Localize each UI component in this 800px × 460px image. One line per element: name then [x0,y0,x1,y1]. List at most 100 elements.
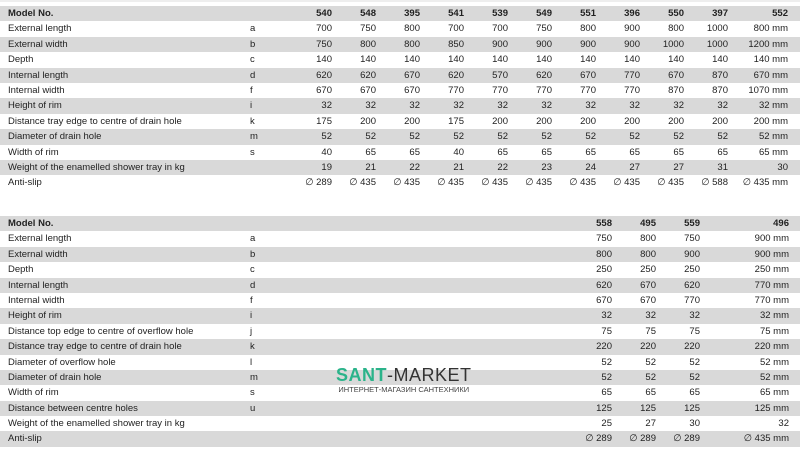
cell-value: 52 mm [759,371,789,383]
cell-value: 52 [497,131,508,143]
table-row: External width b 800 800 900 900 mm [0,246,800,263]
cell-value: 65 [585,146,596,158]
cell-value: 65 mm [758,146,788,158]
cell-value: 250 mm [754,264,789,276]
cell-value: ∅ 289 [585,433,612,445]
cell-value: 175 [316,115,332,127]
cell-value: 250 [640,264,656,276]
table-row: Weight of the enamelled shower tray in k… [0,416,800,431]
table-row: Weight of the enamelled shower tray in k… [0,159,800,176]
table-header-row: Model No. 540 548 395 541 539 549 551 396 550 397 5… [0,6,800,22]
cell-value: 200 [624,115,640,127]
row-letter [250,160,290,175]
table-row: Distance tray edge to centre of drain ho… [0,339,800,355]
cell-value: 32 mm [758,100,788,112]
row-letter: k [250,115,255,127]
cell-value: ∅ 435 [437,177,464,189]
cell-value: 32 [541,100,552,112]
cell-value: 65 [601,387,612,399]
cell-value: 140 mm [753,54,788,66]
cell-value: 870 [712,84,728,96]
table-row: External length a 700 750 800 700 700 750 800 900… [0,21,800,36]
model-number: 551 [580,8,596,19]
cell-value: 40 [453,146,464,158]
cell-value: 770 [580,84,596,96]
cell-value: 200 [712,115,728,127]
cell-value: 52 [601,356,612,368]
top-border [0,0,800,2]
cell-value: 670 [640,294,656,306]
table-header-row: Model No. 558 495 559 496 [0,216,800,232]
row-label: Diameter of drain hole [8,371,102,383]
model-number: 540 [316,8,332,19]
cell-value: 770 [492,84,508,96]
cell-value: 770 [448,84,464,96]
cell-value: 900 [624,38,640,50]
row-letter: d [250,69,256,81]
table-row: Height of rim i 32 32 32 32 mm [0,308,800,324]
cell-value: 32 [585,100,596,112]
cell-value: 670 [316,84,332,96]
cell-value: 32 mm [759,310,789,322]
cell-value: 770 [536,84,552,96]
cell-value: 620 [360,69,376,81]
cell-value: 52 [673,131,684,143]
cell-value: 750 [316,38,332,50]
row-letter: i [250,310,253,322]
table-row: Anti-slip ∅ 289 ∅ 435 ∅ 435 ∅ 435 ∅ 435 ∅ 435 ∅… [0,175,800,190]
cell-value: 27 [629,161,640,173]
cell-value: 32 [365,100,376,112]
cell-value: 220 [684,341,700,353]
cell-value: 620 [448,69,464,81]
row-letter: k [250,341,255,353]
cell-value: 800 [640,233,656,245]
table-row: Height of rim i 32 32 32 32 32 32 32 32 32 32 32 mm [0,98,800,114]
table-row: Width of rim s 65 65 65 65 mm [0,385,800,400]
cell-value: 220 [640,341,656,353]
cell-value: 140 [668,54,684,66]
cell-value: 22 [409,161,420,173]
cell-value: 870 [712,69,728,81]
cell-value: 900 [536,38,552,50]
cell-value: ∅ 435 [349,177,376,189]
cell-value: 200 [536,115,552,127]
cell-value: 32 [673,100,684,112]
cell-value: ∅ 435 [393,177,420,189]
cell-value: 125 [596,402,612,414]
cell-value: 40 [321,146,332,158]
cell-value: 670 [640,279,656,291]
row-label: External width [8,38,68,50]
cell-value: 200 mm [753,115,788,127]
cell-value: 670 [360,84,376,96]
cell-value: 52 mm [759,356,789,368]
table-row: Distance between centre holes u 125 125 125 1… [0,400,800,417]
cell-value: 800 [404,38,420,50]
cell-value: ∅ 435 [657,177,684,189]
table-row: Internal length d 620 620 670 620 570 620 670 770… [0,67,800,83]
cell-value: 250 [596,264,612,276]
cell-value: 870 [668,84,684,96]
row-label: Distance tray edge to centre of drain ho… [8,341,182,353]
row-letter: f [250,294,253,306]
cell-value: 65 [689,387,700,399]
table-row: Diameter of drain hole m 52 52 52 52 mm [0,369,800,386]
model-number: 496 [773,218,789,229]
cell-value: 65 [409,146,420,158]
cell-value: 750 [536,23,552,35]
cell-value: 21 [365,161,376,173]
cell-value: 65 [673,146,684,158]
cell-value: ∅ 588 [701,177,728,189]
row-label: Width of rim [8,146,59,158]
cell-value: 30 [689,418,700,430]
cell-value: 620 [596,279,612,291]
row-letter [250,431,570,446]
cell-value: 250 [684,264,700,276]
cell-value: 140 [624,54,640,66]
row-label: Internal width [8,84,65,96]
cell-value: 770 mm [754,279,789,291]
cell-value: 1000 [706,23,728,35]
cell-value: 140 [360,54,376,66]
cell-value: 770 [684,294,700,306]
cell-value: 75 [645,325,656,337]
cell-value: 1070 mm [748,84,788,96]
